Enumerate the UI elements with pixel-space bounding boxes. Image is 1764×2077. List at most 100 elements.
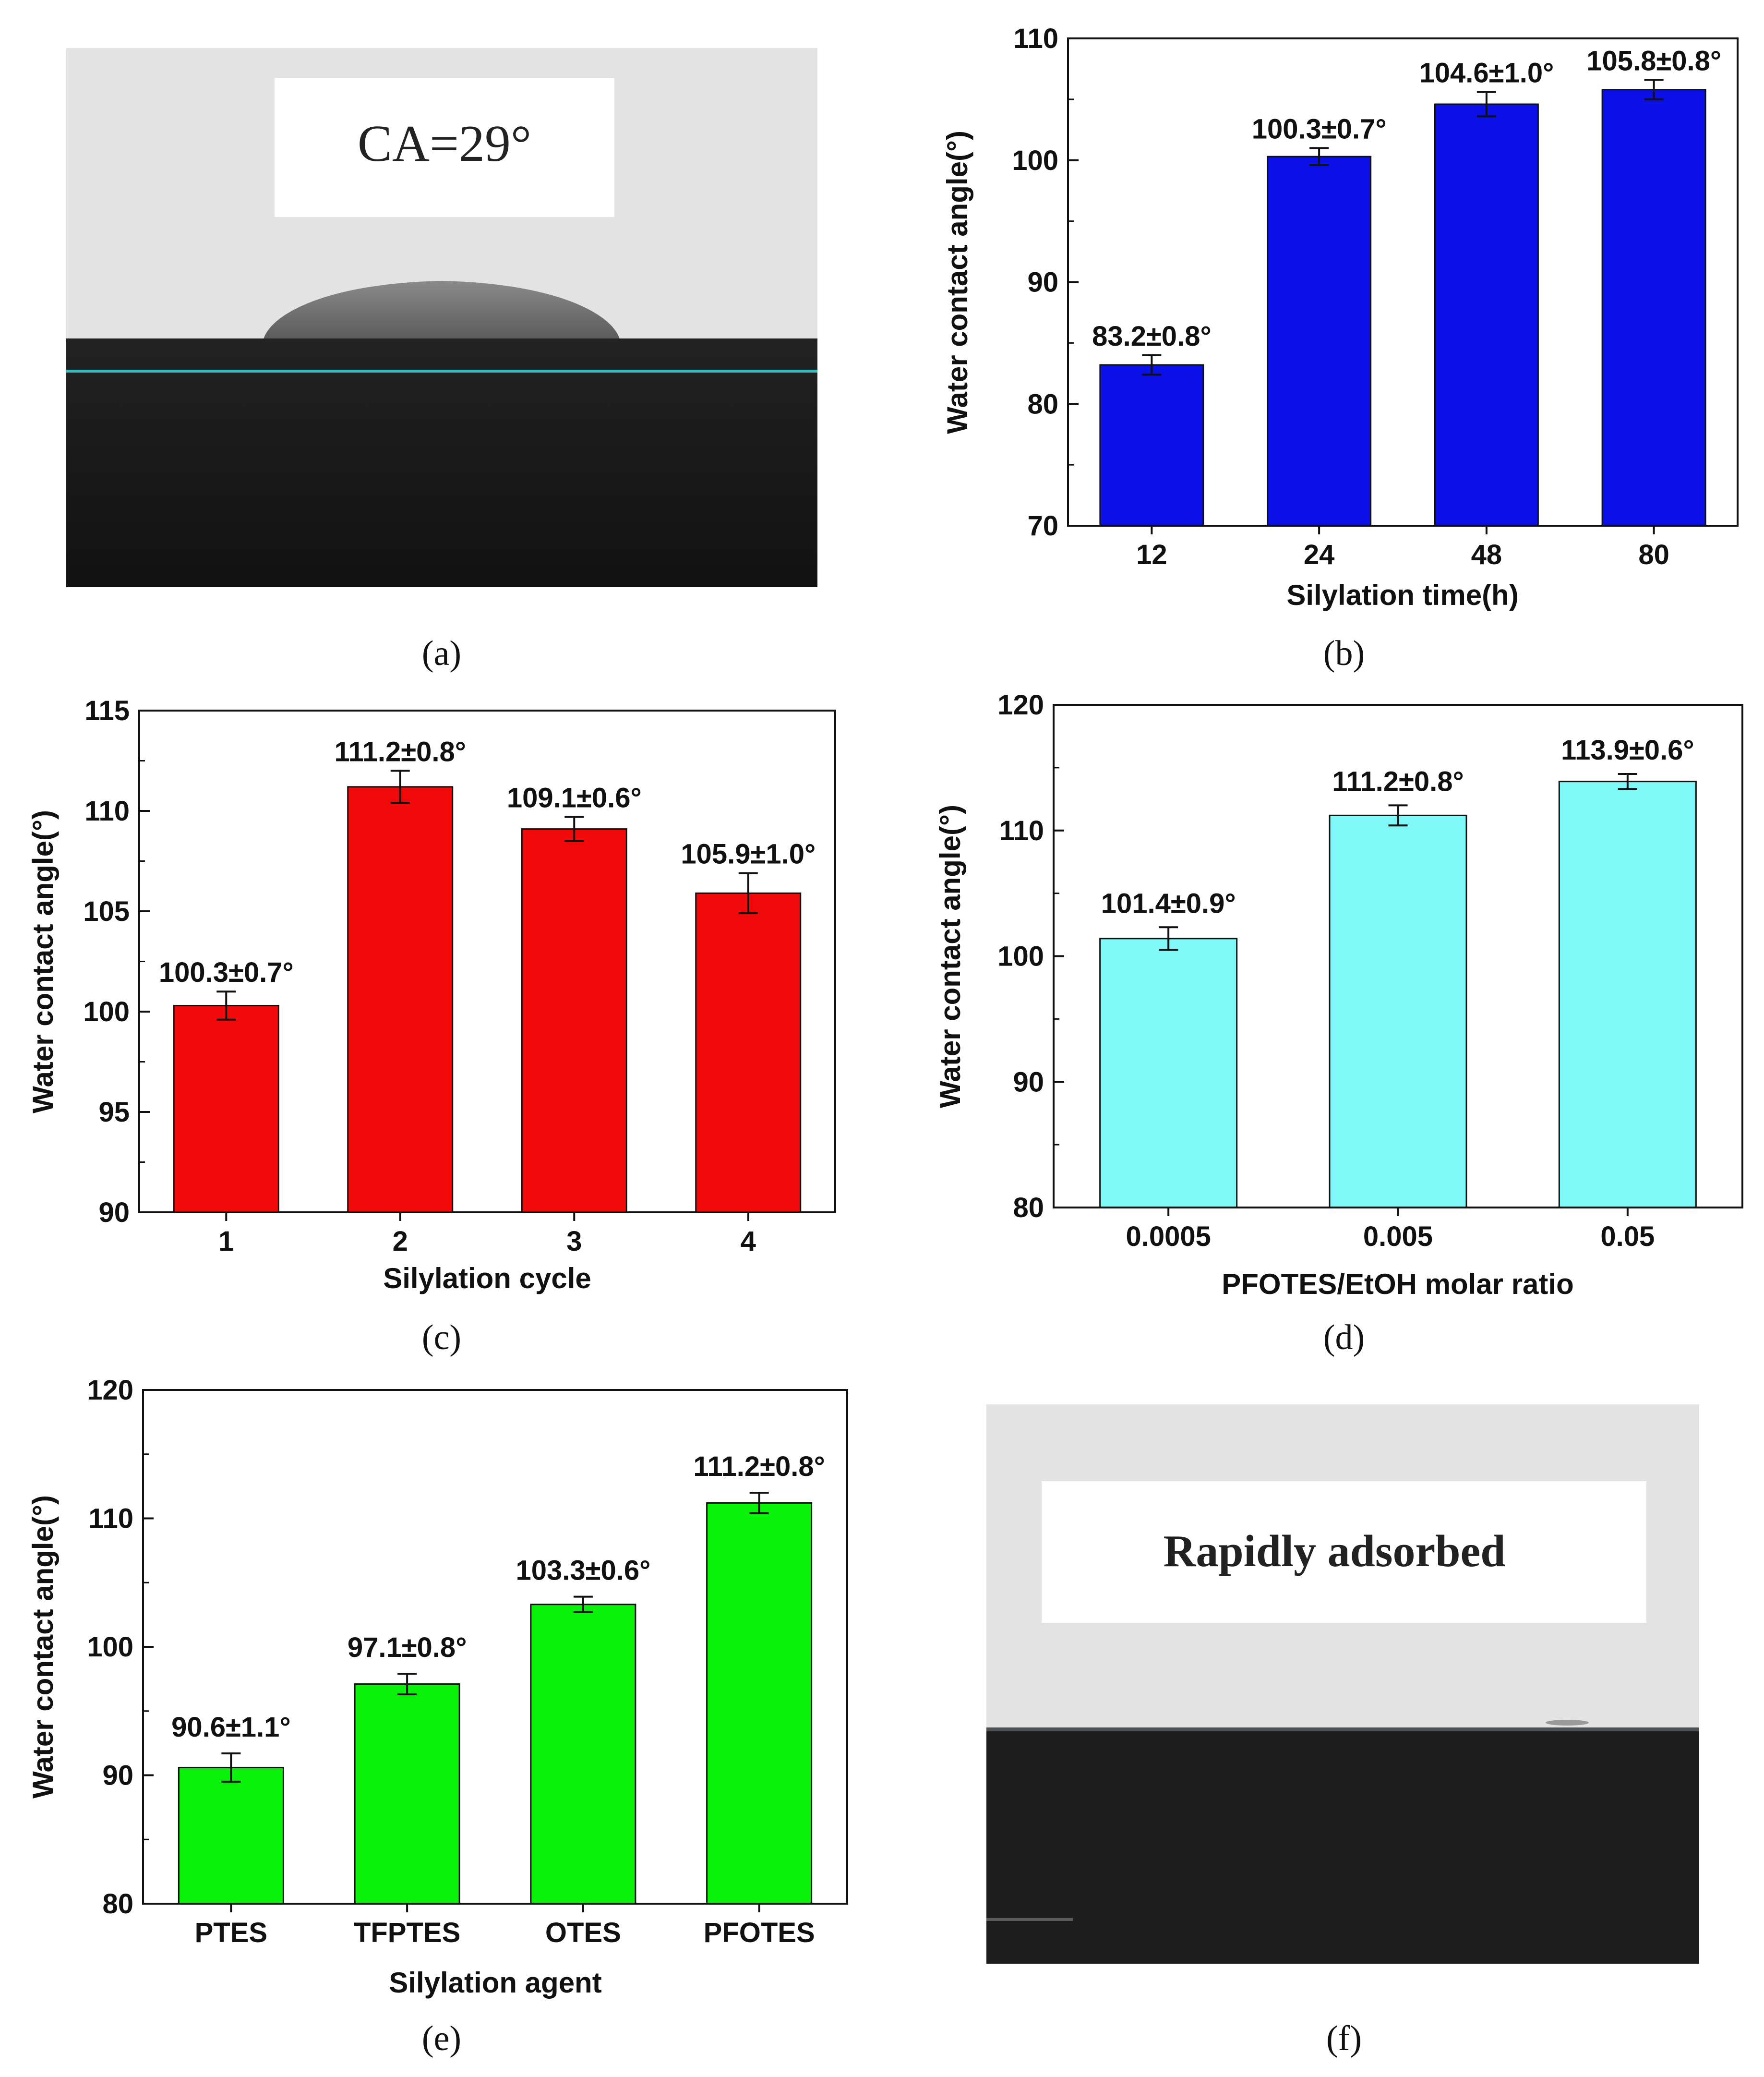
y-tick-label: 100 xyxy=(83,996,130,1027)
x-tick-label: OTES xyxy=(545,1917,621,1948)
x-tick-label: 12 xyxy=(1136,539,1167,570)
substrate xyxy=(66,338,817,587)
x-tick-label: 4 xyxy=(741,1226,756,1257)
error-bar xyxy=(1618,773,1637,790)
data-label: 113.9±0.6° xyxy=(1561,735,1694,766)
data-label: 111.2±0.8° xyxy=(693,1451,825,1482)
bar xyxy=(521,828,627,1213)
x-tick-label: 0.005 xyxy=(1363,1221,1433,1252)
data-label: 100.3±0.7° xyxy=(1252,113,1387,145)
x-tick-label: TFPTES xyxy=(354,1917,460,1948)
panel-caption: (f) xyxy=(1326,2019,1362,2058)
y-tick-label: 100 xyxy=(997,941,1044,972)
surface-line xyxy=(986,1727,1699,1731)
chart-b: Water contact angle(°) Silylation time(h… xyxy=(941,23,1739,673)
y-tick-label: 120 xyxy=(997,689,1044,721)
panel-caption: (c) xyxy=(422,1318,461,1357)
panel-a: CA=29° (a) xyxy=(66,48,817,673)
x-tick-label: 1 xyxy=(218,1226,234,1257)
y-tick-label: 80 xyxy=(1027,388,1058,420)
chart-c: Water contact angle(°) Silylation cycle … xyxy=(27,695,836,1357)
x-tick-label: PFOTES xyxy=(704,1917,815,1948)
label-box xyxy=(1042,1481,1646,1623)
y-tick-label: 90 xyxy=(102,1760,133,1791)
data-label: 90.6±1.1° xyxy=(171,1712,291,1743)
y-tick-label: 110 xyxy=(84,796,130,827)
bar xyxy=(1099,364,1204,527)
chart-e: Water contact angle(°) Silylation agent … xyxy=(27,1375,848,2058)
bar xyxy=(1329,814,1467,1208)
error-bar xyxy=(216,990,236,1021)
y-tick-label: 105 xyxy=(83,896,130,927)
y-axis-label: Water contact angle(°) xyxy=(27,810,59,1113)
x-axis-label: Silylation time(h) xyxy=(1286,579,1518,611)
data-label: 111.2±0.8° xyxy=(1332,766,1464,797)
absorbed-label: Rapidly adsorbed xyxy=(1163,1526,1505,1576)
bar xyxy=(173,1004,279,1213)
contact-angle-label: CA=29° xyxy=(358,115,531,172)
bar xyxy=(1434,103,1539,527)
error-bar xyxy=(1159,926,1178,951)
panel-caption: (d) xyxy=(1323,1318,1365,1357)
x-axis-label: Silylation cycle xyxy=(383,1262,591,1294)
water-droplet xyxy=(263,281,620,341)
absorbed-photo: Rapidly adsorbed xyxy=(986,1404,1699,1964)
error-bar xyxy=(1142,354,1162,376)
bar xyxy=(1099,938,1238,1208)
data-label: 100.3±0.7° xyxy=(159,957,294,988)
error-bar xyxy=(397,1673,417,1695)
bar xyxy=(706,1502,813,1905)
error-bar xyxy=(573,1595,593,1613)
data-label: 111.2±0.8° xyxy=(335,736,466,767)
error-bar xyxy=(1388,804,1408,827)
chart-d: Water contact angle(°) PFOTES/EtOH molar… xyxy=(934,689,1743,1357)
x-tick-label: 3 xyxy=(566,1226,582,1257)
x-tick-label: 0.05 xyxy=(1600,1221,1655,1252)
bar xyxy=(695,892,802,1213)
bar xyxy=(1267,156,1372,527)
x-axis-label: Silylation agent xyxy=(389,1967,601,1999)
error-bar xyxy=(564,816,584,842)
y-tick-label: 120 xyxy=(87,1375,133,1406)
data-label: 104.6±1.0° xyxy=(1419,58,1554,89)
x-tick-label: 48 xyxy=(1471,539,1502,570)
error-bar xyxy=(749,1492,769,1514)
y-axis-label: Water contact angle(°) xyxy=(934,805,966,1108)
baseline-line xyxy=(66,370,817,373)
y-tick-label: 90 xyxy=(98,1197,130,1228)
y-axis-label: Water contact angle(°) xyxy=(27,1495,59,1799)
y-tick-label: 110 xyxy=(88,1503,133,1534)
y-tick-label: 70 xyxy=(1027,510,1058,542)
error-bar xyxy=(221,1752,241,1783)
label-box xyxy=(275,78,614,217)
x-tick-label: 24 xyxy=(1304,539,1335,570)
error-bar xyxy=(1644,79,1664,100)
y-tick-label: 115 xyxy=(84,695,130,726)
error-bar xyxy=(1476,91,1496,118)
bar xyxy=(1558,781,1697,1208)
data-label: 101.4±0.9° xyxy=(1101,888,1236,919)
panel-caption: (a) xyxy=(422,634,461,673)
data-label: 109.1±0.6° xyxy=(507,783,642,814)
droplet-photo: CA=29° xyxy=(66,48,817,587)
data-label: 97.1±0.8° xyxy=(348,1632,467,1663)
reflection-glint xyxy=(1546,1720,1589,1726)
bar xyxy=(347,786,454,1213)
y-tick-label: 90 xyxy=(1013,1066,1044,1098)
x-axis-label: PFOTES/EtOH molar ratio xyxy=(1222,1268,1573,1300)
panel-f: Rapidly adsorbed (f) xyxy=(986,1404,1699,2058)
data-label: 103.3±0.6° xyxy=(516,1555,650,1586)
error-bar xyxy=(738,872,758,915)
x-tick-label: 2 xyxy=(393,1226,408,1257)
y-tick-label: 95 xyxy=(98,1097,130,1128)
panel-caption: (e) xyxy=(422,2019,461,2058)
data-label: 105.9±1.0° xyxy=(681,839,816,870)
y-tick-label: 90 xyxy=(1027,267,1058,298)
data-label: 83.2±0.8° xyxy=(1092,321,1212,352)
substrate xyxy=(986,1728,1699,1964)
y-tick-label: 80 xyxy=(1013,1192,1044,1223)
y-tick-label: 80 xyxy=(102,1888,133,1920)
y-tick-label: 100 xyxy=(1012,145,1058,176)
x-tick-label: PTES xyxy=(195,1917,268,1948)
